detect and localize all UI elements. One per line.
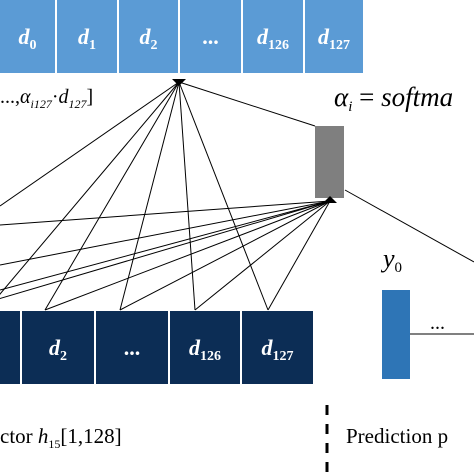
line-to-context-0 (0, 81, 180, 295)
line-edge-to-attention-0 (0, 200, 331, 226)
connection-lines (0, 81, 331, 311)
line-to-context-3 (178, 81, 196, 311)
line-to-attention-3 (194, 200, 331, 311)
bottom-cell-ellipsis: ... (96, 311, 169, 384)
top-cell-d126: d126 (243, 0, 304, 73)
line-to-attention-1 (44, 200, 331, 311)
context-to-attention-line (178, 81, 316, 127)
y0-label: y0 (383, 244, 403, 276)
alpha-softmax-label: αi = softma (334, 82, 454, 115)
line-to-attention-0 (0, 200, 331, 300)
line-to-context-4 (178, 81, 269, 311)
prediction-bar-y0 (382, 290, 410, 379)
bottom-cell-partial (0, 311, 21, 384)
line-to-attention-2 (119, 200, 331, 311)
line-to-context-2 (119, 81, 180, 311)
attention-box (315, 126, 344, 198)
line-edge-to-attention-2 (0, 200, 331, 291)
top-cell-d0: d0 (0, 0, 56, 73)
attention-to-pred-line (344, 189, 474, 263)
top-cell-d2: d2 (119, 0, 179, 73)
box-convergence-arrowhead (323, 196, 337, 203)
bottom-cell-d127: d127 (242, 311, 314, 384)
line-edge-to-attention-1 (0, 200, 331, 266)
prediction-ellipsis: ... (430, 312, 445, 334)
line-edge-to-context (0, 81, 180, 207)
top-cell-d127: d127 (305, 0, 364, 73)
line-to-context-1 (44, 81, 180, 311)
prediction-caption: Prediction p (346, 424, 449, 448)
vector-caption: ctor h15[1,128] (0, 424, 122, 451)
line-to-attention-4 (267, 200, 331, 311)
top-cell-ellipsis: ... (180, 0, 242, 73)
top-cell-d1: d1 (57, 0, 118, 73)
bottom-cell-d126: d126 (170, 311, 241, 384)
bottom-cell-d2: d2 (22, 311, 95, 384)
weighted-sum-label: ...,αi127·d127] (0, 86, 94, 111)
top-convergence-arrowhead (172, 79, 186, 86)
